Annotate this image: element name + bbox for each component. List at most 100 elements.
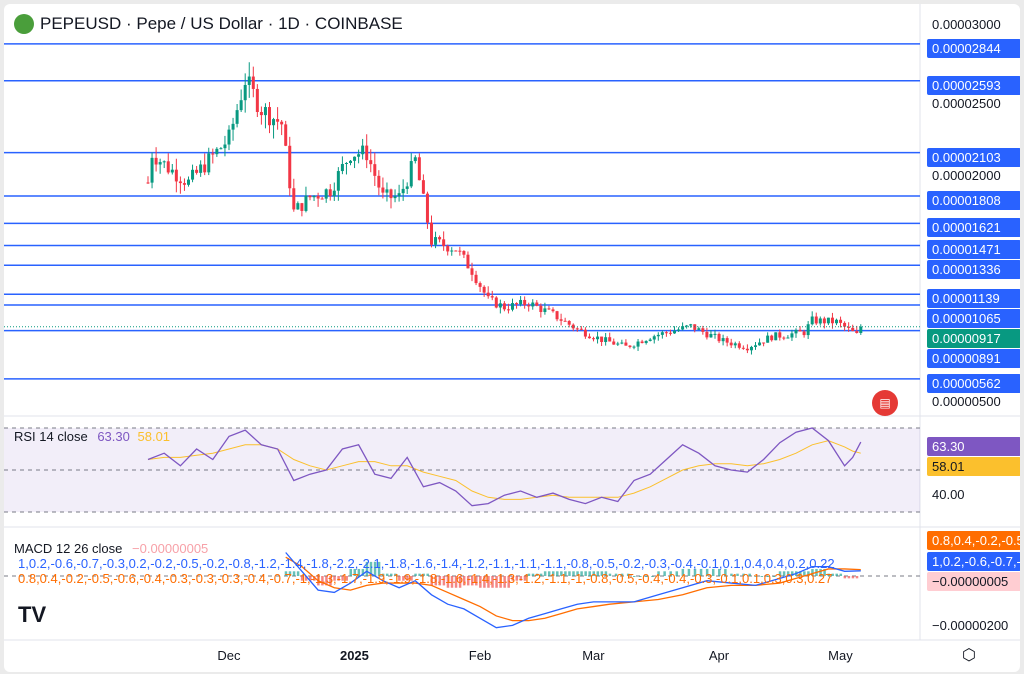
candle-body bbox=[745, 348, 749, 351]
candle-body bbox=[381, 187, 385, 193]
candle-body bbox=[219, 148, 223, 150]
macd-histogram-bar bbox=[835, 573, 838, 576]
candle-body bbox=[502, 303, 506, 310]
price-axis-label: 0.00002500 bbox=[932, 95, 1001, 111]
macd-histogram-bar bbox=[353, 568, 357, 576]
candle-body bbox=[571, 324, 575, 329]
macd-histogram-bar bbox=[288, 571, 292, 576]
macd-histogram-bar bbox=[361, 568, 365, 576]
candle-body bbox=[166, 161, 170, 173]
settings-icon[interactable]: ⬡ bbox=[962, 647, 976, 664]
macd-histogram-bar bbox=[754, 576, 757, 577]
candle-body bbox=[442, 239, 446, 246]
candle-body bbox=[353, 156, 357, 161]
time-axis-label: Dec bbox=[217, 648, 241, 663]
candle-body bbox=[660, 332, 664, 335]
candle-body bbox=[551, 309, 555, 312]
macd-histogram-bar bbox=[584, 571, 587, 576]
candle-body bbox=[648, 339, 652, 341]
rsi-ma-value-label: 58.01 bbox=[927, 457, 1020, 477]
candle-body bbox=[203, 164, 207, 173]
title-text: PEPEUSD · Pepe / US Dollar · 1D · COINBA… bbox=[40, 14, 403, 33]
macd-histogram-bar bbox=[304, 576, 308, 581]
rsi-value-label: 63.30 bbox=[927, 437, 1020, 457]
candle-body bbox=[474, 274, 478, 284]
candle-body bbox=[349, 160, 352, 163]
tradingview-logo[interactable]: TV bbox=[18, 602, 47, 627]
candle-body bbox=[798, 329, 802, 332]
macd-histogram-bar bbox=[515, 576, 519, 581]
candle-body bbox=[195, 169, 199, 173]
macd-histogram-bar bbox=[669, 571, 672, 576]
candle-body bbox=[361, 145, 365, 155]
candle-body bbox=[681, 326, 685, 330]
macd-histogram-bar bbox=[576, 571, 579, 576]
macd-histogram-bar bbox=[349, 568, 352, 576]
level-price-label: 0.00001139 bbox=[927, 289, 1020, 309]
candle-body bbox=[600, 336, 604, 342]
macd-histogram-bar bbox=[811, 568, 814, 576]
price-axis-label: 0.00002000 bbox=[932, 167, 1001, 183]
chart-frame[interactable]: PEPEUSD · Pepe / US Dollar · 1D · COINBA… bbox=[4, 4, 1020, 672]
candle-body bbox=[284, 124, 288, 146]
candle-body bbox=[340, 163, 344, 172]
candle-body bbox=[616, 343, 620, 345]
rsi-legend[interactable]: RSI 14 close 63.30 58.01 bbox=[14, 429, 170, 444]
macd-histogram-bar bbox=[620, 573, 624, 576]
macd-histogram-bar bbox=[839, 573, 843, 576]
macd-histogram-bar bbox=[337, 576, 340, 581]
macd-histogram-bar bbox=[365, 561, 369, 576]
candle-body bbox=[523, 299, 527, 306]
macd-title: MACD 12 26 close bbox=[14, 541, 123, 556]
candle-body bbox=[316, 195, 320, 199]
us-flag-icon[interactable]: ▤ bbox=[872, 390, 898, 416]
macd-histogram-bar bbox=[527, 573, 531, 576]
candle-body bbox=[308, 195, 312, 198]
candle-body bbox=[243, 84, 247, 101]
chart-canvas[interactable] bbox=[4, 4, 1020, 672]
macd-histogram-bar bbox=[531, 573, 535, 576]
candle-body bbox=[292, 188, 296, 210]
candle-body bbox=[251, 76, 255, 89]
signal-line bbox=[285, 556, 861, 622]
macd-histogram-bar bbox=[831, 573, 834, 576]
candle-body bbox=[709, 334, 713, 338]
candle-body bbox=[413, 157, 417, 162]
candle-body bbox=[280, 121, 284, 125]
candle-body bbox=[810, 316, 814, 325]
macd-histogram-bar bbox=[782, 571, 786, 576]
candle-body bbox=[539, 305, 543, 313]
macd-histogram-bar bbox=[442, 576, 446, 586]
macd-histogram-bar bbox=[823, 568, 826, 576]
macd-legend[interactable]: MACD 12 26 close −0.00000005 1,0.2,-0.6,… bbox=[14, 541, 1020, 586]
candle-body bbox=[405, 186, 409, 189]
macd-histogram-bar bbox=[284, 571, 288, 576]
macd-histogram-bar bbox=[730, 573, 733, 576]
level-price-label: 0.00001471 bbox=[927, 240, 1020, 260]
macd-histogram-bar bbox=[430, 576, 433, 586]
macd-histogram-bar bbox=[687, 568, 691, 576]
symbol-title[interactable]: PEPEUSD · Pepe / US Dollar · 1D · COINBA… bbox=[14, 14, 403, 34]
candle-body bbox=[312, 195, 316, 198]
candle-body bbox=[664, 332, 668, 334]
candle-body bbox=[223, 144, 227, 149]
macd-histogram-bar bbox=[803, 571, 806, 576]
time-axis-label: Apr bbox=[708, 648, 730, 663]
candle-body bbox=[494, 297, 498, 308]
candle-body bbox=[596, 336, 600, 340]
candle-body bbox=[515, 303, 519, 305]
macd-histogram-bar bbox=[847, 576, 851, 579]
candle-body bbox=[498, 303, 502, 308]
candle-body bbox=[806, 324, 810, 336]
macd-histogram-bar bbox=[394, 573, 397, 576]
candle-body bbox=[332, 190, 336, 197]
candle-body bbox=[227, 129, 231, 145]
candle-body bbox=[430, 222, 433, 245]
macd-histogram-bar bbox=[827, 573, 830, 576]
macd-histogram-bar bbox=[790, 571, 794, 576]
candle-body bbox=[656, 334, 660, 337]
macd-histogram-bar bbox=[414, 573, 417, 576]
macd-histogram-bar bbox=[466, 576, 470, 586]
candle-body bbox=[559, 319, 563, 321]
macd-histogram-bar bbox=[385, 573, 389, 576]
